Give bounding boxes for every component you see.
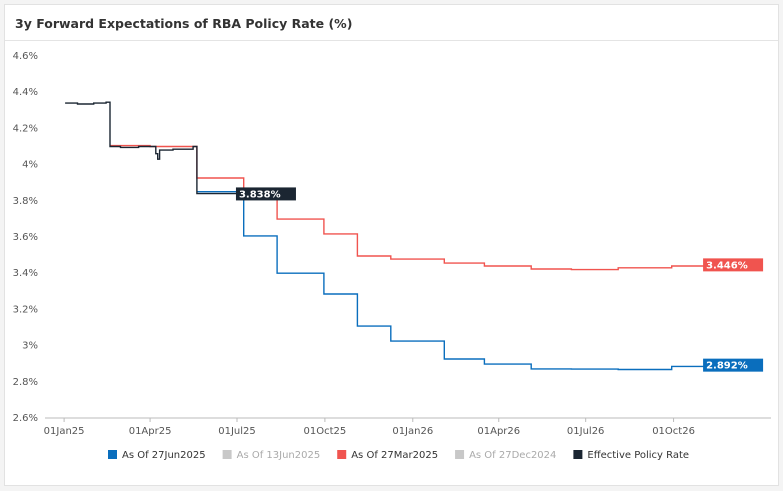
y-tick-label: 4.4%	[13, 87, 38, 98]
legend-label: As Of 13Jun2025	[237, 450, 321, 461]
legend-label: As Of 27Jun2025	[122, 450, 206, 461]
end-label-box	[703, 358, 764, 372]
end-label-box	[703, 258, 764, 272]
x-tick-label: 01Jan25	[44, 426, 85, 437]
legend-item[interactable]: As Of 27Mar2025	[337, 450, 438, 461]
x-tick-label: 01Jan26	[392, 426, 433, 437]
x-tick-label: 01Apr25	[129, 426, 172, 437]
chart-title: 3y Forward Expectations of RBA Policy Ra…	[15, 16, 353, 31]
legend: As Of 27Jun2025 As Of 13Jun2025 As Of 27Ma…	[108, 450, 689, 461]
end-label-box	[235, 187, 296, 201]
y-tick-label: 4.2%	[13, 123, 38, 134]
y-tick-label: 3.2%	[13, 304, 38, 315]
legend-item[interactable]: Effective Policy Rate	[573, 450, 689, 461]
y-tick-label: 4%	[22, 160, 38, 171]
end-label: 3.838%	[239, 189, 281, 200]
series-line	[65, 101, 239, 195]
legend-swatch	[455, 450, 465, 459]
legend-item[interactable]: As Of 27Jun2025	[108, 450, 206, 461]
y-tick-label: 3%	[22, 341, 38, 352]
x-tick-label: 01Jul25	[218, 426, 256, 437]
y-tick-label: 2.6%	[13, 413, 38, 424]
y-tick-label: 4.6%	[13, 51, 38, 62]
x-tick-label: 01Jul26	[567, 426, 605, 437]
series-line	[196, 191, 706, 371]
legend-item[interactable]: As Of 13Jun2025	[222, 450, 321, 461]
chart: 4.6% 4.4% 4.2% 4% 3.8% 3.6% 3.4% 3.2% 3% 2.8% 2.6%…	[13, 51, 771, 461]
legend-swatch	[337, 450, 347, 459]
legend-swatch	[573, 450, 583, 459]
x-tick-label: 01Oct25	[304, 426, 347, 437]
y-tick-label: 3.4%	[13, 268, 38, 279]
y-tick-label: 2.8%	[13, 377, 38, 388]
legend-label: As Of 27Dec2024	[469, 450, 556, 461]
legend-label: Effective Policy Rate	[587, 450, 689, 461]
legend-swatch	[108, 450, 117, 459]
series-line	[110, 144, 706, 271]
x-tick-label: 01Oct26	[652, 426, 695, 437]
legend-label: As Of 27Mar2025	[351, 450, 438, 461]
y-tick-label: 3.8%	[13, 196, 38, 207]
x-tick-label: 01Apr26	[477, 426, 520, 437]
end-label: 2.892%	[706, 361, 748, 372]
legend-swatch	[222, 450, 232, 459]
chart-card: 3y Forward Expectations of RBA Policy Ra…	[4, 4, 779, 486]
y-tick-label: 3.6%	[13, 232, 38, 243]
legend-item[interactable]: As Of 27Dec2024	[455, 450, 556, 461]
end-label: 3.446%	[706, 260, 748, 271]
title-separator	[5, 40, 778, 41]
